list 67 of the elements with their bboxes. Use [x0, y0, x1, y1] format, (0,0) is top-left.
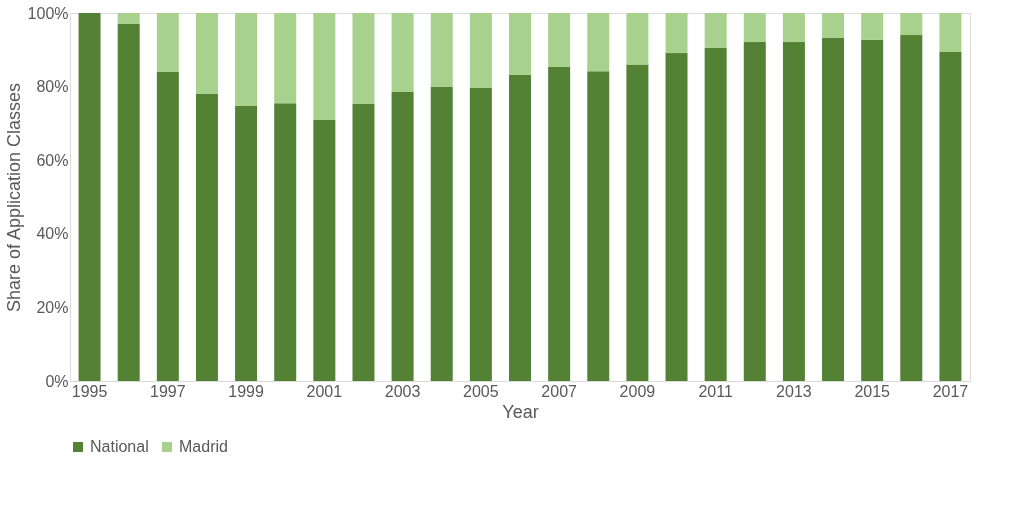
- bar: [117, 24, 140, 381]
- bar: [822, 13, 845, 39]
- bar: [900, 13, 923, 36]
- y-tick-label: 0%: [45, 372, 69, 390]
- bar: [587, 71, 610, 381]
- bar: [939, 13, 962, 53]
- bar: [156, 13, 179, 72]
- bar: [352, 103, 375, 381]
- bar: [313, 13, 336, 121]
- bar: [548, 67, 571, 381]
- y-axis-title: Share of Application Classes: [3, 82, 24, 313]
- bar: [509, 74, 531, 381]
- y-tick-label: 100%: [27, 4, 69, 22]
- bar: [626, 13, 649, 65]
- x-tick-label: 2005: [463, 382, 499, 400]
- x-axis-title: Year: [502, 401, 539, 422]
- bar: [195, 93, 218, 381]
- bar: [861, 13, 884, 40]
- bar: [430, 13, 453, 87]
- bar: [782, 13, 805, 43]
- x-tick-label: 2003: [384, 382, 421, 400]
- y-tick-label: 20%: [36, 298, 69, 316]
- bar: [195, 13, 218, 94]
- bar: [469, 13, 492, 89]
- bar: [743, 13, 766, 43]
- y-tick-label: 60%: [36, 151, 69, 169]
- bar: [509, 13, 531, 75]
- x-tick-label: 2001: [306, 382, 343, 400]
- bar: [782, 42, 805, 381]
- x-tick-label: 2011: [698, 382, 733, 400]
- bar: [548, 13, 571, 68]
- bar: [704, 47, 727, 381]
- x-tick-label: 2013: [776, 382, 812, 400]
- bar: [117, 13, 140, 25]
- bar: [235, 13, 258, 107]
- x-tick-label: 2017: [932, 382, 969, 400]
- x-tick-label: 1999: [228, 382, 264, 400]
- bar: [939, 52, 962, 381]
- bar: [391, 92, 414, 381]
- x-tick-label: 2015: [854, 382, 891, 400]
- bar: [352, 13, 375, 104]
- bar: [156, 71, 179, 381]
- x-tick-label: 1995: [71, 382, 108, 400]
- bar: [391, 13, 414, 93]
- bar: [743, 42, 766, 381]
- bar: [665, 13, 688, 54]
- y-tick-label: 80%: [36, 78, 69, 96]
- legend-label: National: [90, 438, 149, 455]
- bar: [313, 120, 336, 381]
- y-tick-label: 40%: [36, 225, 69, 243]
- x-tick-label: 2007: [541, 382, 578, 400]
- bar: [665, 53, 688, 381]
- bar: [861, 39, 884, 381]
- bar: [900, 35, 923, 381]
- bar: [469, 88, 492, 381]
- bar: [587, 13, 610, 72]
- bar: [274, 103, 297, 381]
- bar: [822, 38, 845, 381]
- x-tick-label: 2009: [619, 382, 656, 400]
- bar: [626, 64, 649, 381]
- bar: [235, 106, 258, 381]
- bar: [704, 13, 727, 48]
- bar: [78, 13, 101, 381]
- bar: [430, 86, 453, 381]
- legend-label: Madrid: [179, 438, 228, 455]
- x-tick-label: 1997: [150, 382, 186, 400]
- bar: [274, 13, 297, 104]
